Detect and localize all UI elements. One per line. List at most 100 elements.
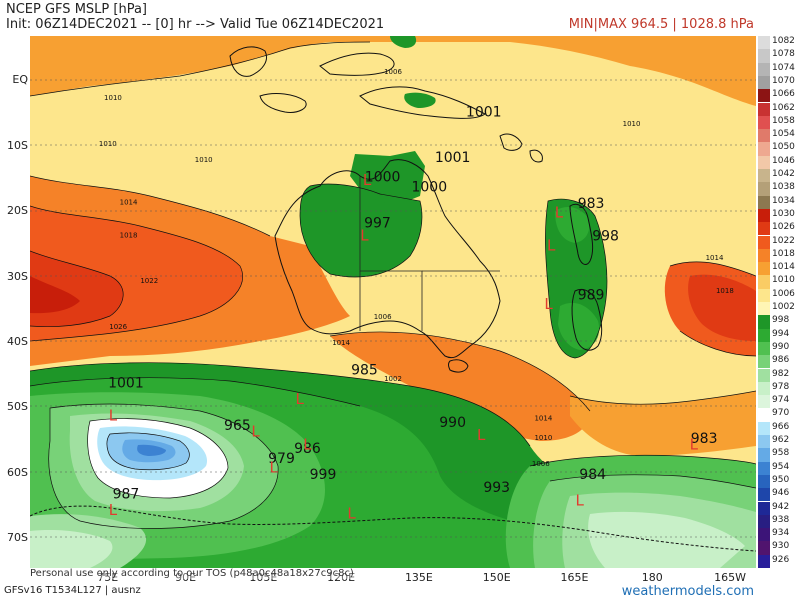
colorbar-entry: 1006 <box>758 288 798 302</box>
colorbar-entry: 1010 <box>758 275 798 289</box>
lat-tick-label: 60S <box>7 465 28 479</box>
colorbar-entry: 1030 <box>758 208 798 223</box>
pressure-value-label: 1001 <box>466 104 502 120</box>
colorbar-value: 1006 <box>772 288 795 299</box>
isobar-lines <box>30 41 756 529</box>
pressure-value-label: 990 <box>439 415 466 431</box>
isobar-label: 1010 <box>534 434 552 442</box>
isobar-label: 1006 <box>374 313 392 321</box>
pressure-value-label: 987 <box>113 487 140 503</box>
colorbar-swatch <box>758 448 770 462</box>
colorbar-swatch <box>758 208 770 223</box>
pressure-value-label: 1000 <box>365 170 401 186</box>
isobar-label: 1006 <box>384 68 402 76</box>
colorbar-value: 942 <box>772 501 790 512</box>
lon-tick-label: 90E <box>175 571 197 584</box>
colorbar-entry: 994 <box>758 328 798 342</box>
pressure-value-label: 965 <box>224 418 251 434</box>
colorbar-swatch <box>758 514 770 529</box>
colorbar-entry: 1042 <box>758 169 798 183</box>
colorbar-entry: 1074 <box>758 62 798 76</box>
lat-lon-grid <box>30 79 756 538</box>
low-pressure-marker: L <box>270 459 279 477</box>
mslp-contour-map[interactable]: 1006 1010 1010 1010 1010 1014 1018 1022 1026 1014… <box>30 36 756 568</box>
isobar-label: 1026 <box>109 323 127 331</box>
colorbar-value: 962 <box>772 435 790 445</box>
colorbar-entry: 1062 <box>758 102 798 116</box>
colorbar-value: 998 <box>772 315 790 326</box>
colorbar-entry: 1054 <box>758 129 798 143</box>
pressure-value-label: 986 <box>294 441 321 457</box>
colorbar-swatch <box>758 421 770 435</box>
lat-tick-label: 10S <box>7 138 28 152</box>
colorbar-value: 1078 <box>772 49 795 60</box>
colorbar-entry: 974 <box>758 395 798 409</box>
isobar-label: 1002 <box>384 375 402 383</box>
colorbar-value: 958 <box>772 448 790 459</box>
colorbar-swatch <box>758 288 770 302</box>
isobar-label: 1018 <box>120 231 138 239</box>
colorbar-value: 1010 <box>772 275 795 286</box>
lon-tick-label: 120E <box>327 571 356 584</box>
colorbar-value: 946 <box>772 488 790 499</box>
colorbar-swatch <box>758 195 770 209</box>
colorbar-value: 938 <box>772 514 790 525</box>
colorbar-entry: 966 <box>758 421 798 435</box>
isobar-label: 1014 <box>332 339 350 347</box>
colorbar-swatch <box>758 235 770 249</box>
colorbar-swatch <box>758 262 770 276</box>
lon-tick-label: 180 <box>641 571 663 584</box>
colorbar-swatch <box>758 115 770 130</box>
low-pressure-marker: L <box>360 227 369 245</box>
terms-of-service-notice: Personal use only according to our TOS (… <box>30 568 354 579</box>
colorbar-entry: 954 <box>758 461 798 475</box>
colorbar-entry: 926 <box>758 554 798 568</box>
pressure-value-label: 1001 <box>108 376 144 392</box>
colorbar-swatch <box>758 248 770 263</box>
pressure-value-label: 985 <box>351 363 378 379</box>
colorbar-entry: 946 <box>758 488 798 502</box>
colorbar-entry: 934 <box>758 528 798 542</box>
colorbar-entry: 990 <box>758 341 798 356</box>
state-borders <box>359 176 500 331</box>
low-pressure-marker: L <box>109 406 118 424</box>
colorbar-swatch <box>758 435 770 449</box>
isobar-label: 1014 <box>534 414 552 422</box>
isobar-label: 1014 <box>120 199 138 207</box>
colorbar-swatch <box>758 368 770 382</box>
pressure-value-label: 993 <box>483 480 510 496</box>
colorbar-value: 970 <box>772 408 790 419</box>
colorbar-swatch <box>758 275 770 289</box>
colorbar-entry: 930 <box>758 541 798 555</box>
lon-tick-label: 75E <box>97 571 119 584</box>
colorbar-value: 986 <box>772 355 790 366</box>
colorbar-swatch <box>758 488 770 502</box>
colorbar-value: 1038 <box>772 182 795 193</box>
colorbar-entry: 1078 <box>758 49 798 63</box>
low-pressure-marker: L <box>347 504 356 522</box>
site-link[interactable]: weathermodels.com <box>621 584 754 599</box>
colorbar-entry: 1026 <box>758 222 798 236</box>
colorbar-swatch <box>758 341 770 356</box>
colorbar-value: 1066 <box>772 89 795 100</box>
colorbar-entry: 978 <box>758 381 798 396</box>
lat-tick-label: 40S <box>7 334 28 348</box>
colorbar-entry: 958 <box>758 448 798 462</box>
colorbar-swatch <box>758 474 770 489</box>
colorbar-value: 974 <box>772 395 790 406</box>
colorbar-value: 934 <box>772 528 790 539</box>
pressure-center-labels: 1001 1001 1000 1000 997 983 998 989 1001 985 965 99… <box>108 104 717 502</box>
colorbar-entry: 1038 <box>758 182 798 196</box>
pressure-value-label: 989 <box>578 287 605 303</box>
lon-tick-label: 105E <box>249 571 278 584</box>
isobar-label: 1010 <box>195 156 213 164</box>
colorbar-entry: 938 <box>758 514 798 529</box>
colorbar-entry: 1050 <box>758 142 798 156</box>
pressure-value-label: 983 <box>691 431 718 447</box>
colorbar-value: 930 <box>772 541 790 552</box>
pressure-map[interactable]: 1006 1010 1010 1010 1010 1014 1018 1022 1026 1014… <box>30 36 756 568</box>
colorbar-entry: 962 <box>758 435 798 449</box>
colorbar-value: 1014 <box>772 262 795 273</box>
colorbar-value: 1018 <box>772 248 795 259</box>
